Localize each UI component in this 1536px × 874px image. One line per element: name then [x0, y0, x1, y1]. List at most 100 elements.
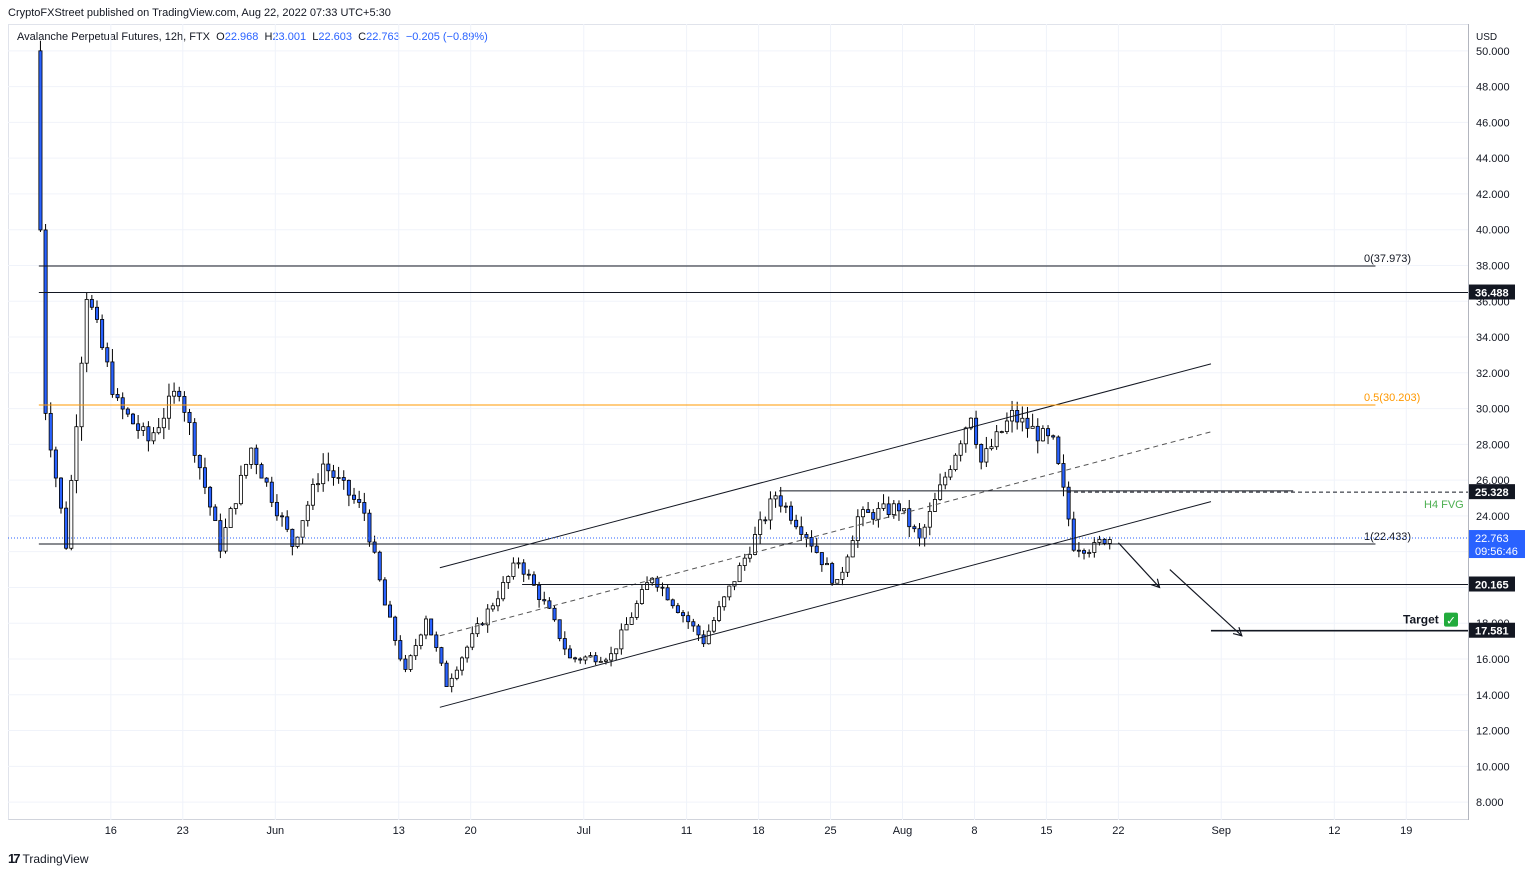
candle-body — [614, 648, 619, 655]
candle-body — [310, 484, 315, 506]
brand[interactable]: 17 TradingView — [8, 851, 89, 866]
candle-body — [136, 423, 141, 431]
candle-body — [809, 537, 814, 547]
y-tick-label: 12.000 — [1476, 726, 1510, 738]
candle-body — [490, 605, 495, 610]
down-arrow-line-1 — [1117, 542, 1160, 588]
candle-body — [639, 589, 644, 604]
candle-body — [670, 599, 675, 607]
candle-body — [681, 612, 686, 617]
candle-body — [326, 463, 331, 472]
candle-body — [537, 584, 542, 601]
x-tick-label: Jul — [577, 825, 591, 837]
candle-body — [794, 519, 799, 528]
x-tick-label: 13 — [393, 825, 405, 837]
candle-body — [238, 474, 243, 505]
x-tick-label: 8 — [971, 825, 977, 837]
candle-body — [763, 519, 768, 522]
down-arrow-head-icon-1 — [1150, 578, 1161, 589]
y-tick-label: 32.000 — [1476, 368, 1510, 380]
channel-middle-line — [439, 431, 1212, 637]
candle-body — [38, 50, 43, 231]
candle-body — [799, 526, 804, 535]
candle-body — [254, 447, 259, 465]
candle-body — [1097, 538, 1102, 543]
target-label: Target — [1403, 613, 1439, 627]
candle-body — [850, 540, 855, 558]
currency-label: USD — [1476, 32, 1497, 43]
candle-body — [53, 449, 58, 479]
candle-body — [1082, 550, 1087, 554]
candle-body — [146, 426, 151, 442]
symbol-name[interactable]: Avalanche Perpetual Futures, 12h, FTX — [17, 31, 211, 43]
candle-body — [357, 499, 362, 503]
fvg-label: H4 FVG — [1424, 499, 1464, 511]
candle-body — [511, 562, 516, 577]
y-tick-label: 42.000 — [1476, 189, 1510, 201]
price-axis[interactable] — [1468, 24, 1536, 820]
candle-body — [645, 582, 650, 590]
candle-body — [968, 417, 973, 429]
candle-body — [89, 299, 94, 308]
candle-body — [110, 361, 115, 395]
candle-body — [598, 660, 603, 663]
candle-body — [860, 509, 865, 518]
candle-body — [624, 624, 629, 631]
candle-body — [218, 520, 223, 552]
candle-body — [151, 432, 156, 442]
candle-body — [737, 565, 742, 583]
candle-body — [573, 657, 578, 660]
candle-body — [717, 606, 722, 621]
y-tick-label: 14.000 — [1476, 690, 1510, 702]
candle-body — [295, 536, 300, 547]
candle-body — [578, 658, 583, 661]
candle-body — [531, 574, 536, 586]
y-tick-label: 46.000 — [1476, 117, 1510, 129]
price-tag-resistance-36: 36.488 — [1475, 288, 1509, 300]
candle-body — [398, 640, 403, 660]
candle-body — [79, 362, 84, 428]
price-tag-bg-support-20 — [1469, 576, 1515, 592]
candle-body — [285, 516, 290, 530]
candle-body — [244, 464, 249, 476]
y-tick-label: 8.000 — [1476, 797, 1504, 809]
candle-body — [213, 506, 218, 522]
candle-body — [459, 657, 464, 671]
x-tick-label: 22 — [1112, 825, 1124, 837]
target-check-bg — [1444, 612, 1458, 627]
y-tick-label: 38.000 — [1476, 260, 1510, 272]
candle-body — [984, 448, 989, 463]
candle-body — [675, 605, 680, 614]
candle-body — [1087, 552, 1092, 554]
candle-body — [316, 483, 321, 486]
candle-body — [424, 618, 428, 636]
candle-body — [382, 579, 387, 606]
candle-body — [233, 503, 238, 509]
candle-body — [665, 587, 670, 601]
candle-body — [43, 229, 48, 414]
candle-body — [208, 486, 213, 508]
candle-body — [552, 607, 557, 621]
open-value: 22.968 — [224, 31, 259, 43]
candle-body — [1046, 428, 1051, 437]
candle-body — [521, 562, 526, 575]
change-value: −0.205 (−0.89%) — [405, 31, 488, 43]
candle-body — [444, 662, 449, 687]
y-tick-label: 44.000 — [1476, 153, 1510, 165]
candle-body — [418, 634, 423, 646]
candle-body — [413, 645, 418, 657]
close-label: C — [358, 31, 367, 43]
candle-body — [804, 534, 809, 538]
plot-area[interactable] — [8, 24, 1468, 820]
candle-body — [958, 443, 963, 456]
candle-body — [686, 615, 691, 623]
y-tick-label: 16.000 — [1476, 654, 1510, 666]
candle-body — [876, 508, 881, 520]
candle-body — [660, 586, 665, 589]
channel-lower-line — [439, 501, 1212, 708]
candle-body — [161, 417, 166, 429]
candle-body — [948, 469, 953, 478]
candle-body — [526, 573, 531, 576]
candle-body — [1107, 539, 1112, 544]
